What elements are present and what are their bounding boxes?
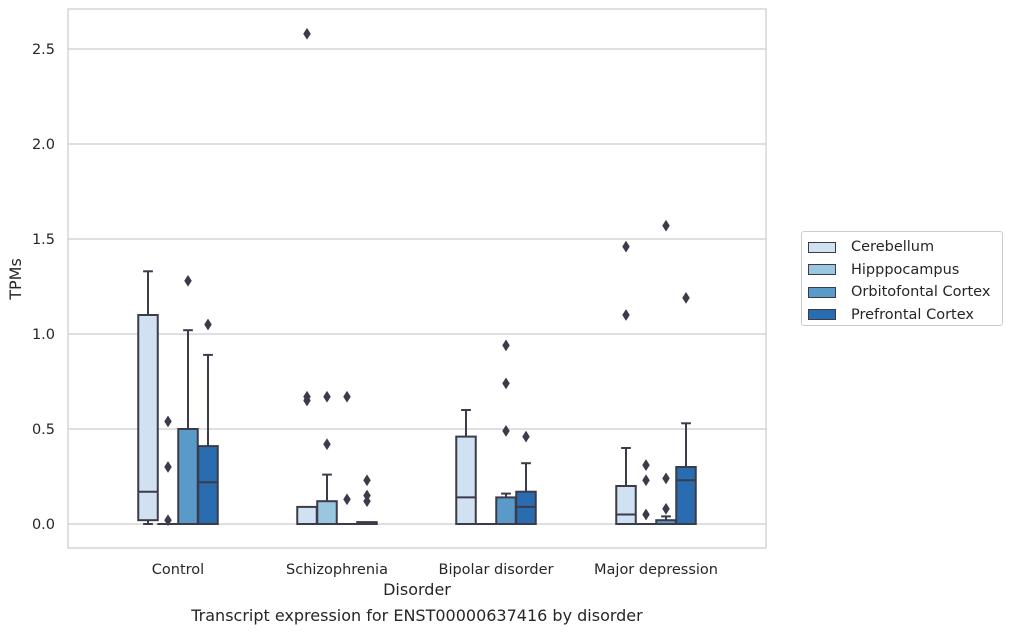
outlier-point <box>323 390 331 403</box>
legend-swatch <box>808 309 836 321</box>
y-tick-labels: 0.0 0.5 1.0 1.5 2.0 2.5 <box>32 42 55 533</box>
legend-item: Hipppocampus <box>808 259 1002 282</box>
outlier-point <box>642 459 650 472</box>
x-tick-labels: Control Schizophrenia Bipolar disorder Majo… <box>152 562 718 578</box>
outlier-point <box>363 489 371 502</box>
outlier-point <box>164 461 172 473</box>
box-3-3 <box>675 291 697 525</box>
legend-item: Cerebellum <box>808 236 1002 259</box>
y-tick-label: 2.5 <box>32 42 55 58</box>
box-0-3 <box>197 318 219 526</box>
legend-swatch <box>808 264 836 276</box>
y-tick-label: 1.5 <box>32 232 55 248</box>
box-body <box>455 435 477 526</box>
box-1-3 <box>356 474 378 525</box>
outlier-point <box>522 430 530 443</box>
box-0-2 <box>177 274 199 525</box>
y-grid-lines <box>68 48 766 525</box>
outlier-point <box>642 508 650 521</box>
box-2-0 <box>455 409 477 526</box>
box-2-3 <box>515 430 537 526</box>
box-1-0 <box>296 27 318 525</box>
box-body <box>495 496 517 525</box>
outlier-point <box>502 339 510 352</box>
box-body <box>675 466 697 525</box>
box-plot-boxes <box>137 27 697 527</box>
legend-item: Prefrontal Cortex <box>808 304 1002 327</box>
box-2-2 <box>495 339 517 525</box>
box-body <box>615 485 637 525</box>
outlier-point <box>164 415 172 428</box>
outlier-point <box>184 274 192 287</box>
outlier-point <box>682 291 690 304</box>
outlier-point <box>502 424 510 437</box>
box-body <box>177 428 199 525</box>
outlier-point <box>343 390 351 403</box>
box-0-1 <box>157 415 179 527</box>
legend-label: Prefrontal Cortex <box>851 306 974 323</box>
x-axis-title: Disorder <box>383 580 451 599</box>
box-3-0 <box>615 240 637 525</box>
y-axis-title: TPMs <box>6 258 25 301</box>
legend: Cerebellum Hipppocampus Orbitofontal Corte… <box>801 231 1003 326</box>
outlier-point <box>323 438 331 451</box>
box-1-2 <box>336 390 358 526</box>
outlier-point <box>622 240 630 253</box>
box-3-2 <box>655 219 677 526</box>
x-tick-label: Schizophrenia <box>286 562 388 578</box>
chart-caption: Transcript expression for ENST0000063741… <box>191 606 643 625</box>
x-tick-label: Bipolar disorder <box>439 562 554 578</box>
y-tick-label: 1.0 <box>32 327 55 343</box>
outlier-point <box>164 514 172 527</box>
outlier-point <box>642 474 650 487</box>
legend-swatch <box>808 286 836 298</box>
outlier-point <box>343 493 351 506</box>
outlier-point <box>662 219 670 232</box>
plot-frame <box>67 8 767 549</box>
x-tick-label: Control <box>152 562 204 578</box>
outlier-point <box>662 472 670 485</box>
box-3-1 <box>635 459 657 526</box>
outlier-point <box>502 377 510 390</box>
box-0-0 <box>137 270 159 525</box>
outlier-point <box>363 474 371 487</box>
y-tick-label: 2.0 <box>32 137 55 153</box>
legend-swatch <box>808 241 836 253</box>
box-body <box>197 445 219 526</box>
outlier-point <box>204 318 212 331</box>
legend-label: Orbitofontal Cortex <box>851 284 991 301</box>
legend-item: Orbitofontal Cortex <box>808 281 1002 304</box>
legend-label: Cerebellum <box>851 239 935 256</box>
y-tick-label: 0.5 <box>32 422 55 438</box>
box-1-1 <box>316 390 338 526</box>
outlier-point <box>622 309 630 321</box>
box-body <box>137 314 159 522</box>
x-tick-label: Major depression <box>594 562 718 578</box>
outlier-point <box>303 390 311 403</box>
y-tick-label: 0.0 <box>32 517 55 533</box>
outlier-point <box>662 502 670 515</box>
legend-label: Hipppocampus <box>851 261 960 278</box>
outlier-point <box>303 27 311 40</box>
box-body <box>296 505 318 525</box>
box-body <box>316 500 338 526</box>
